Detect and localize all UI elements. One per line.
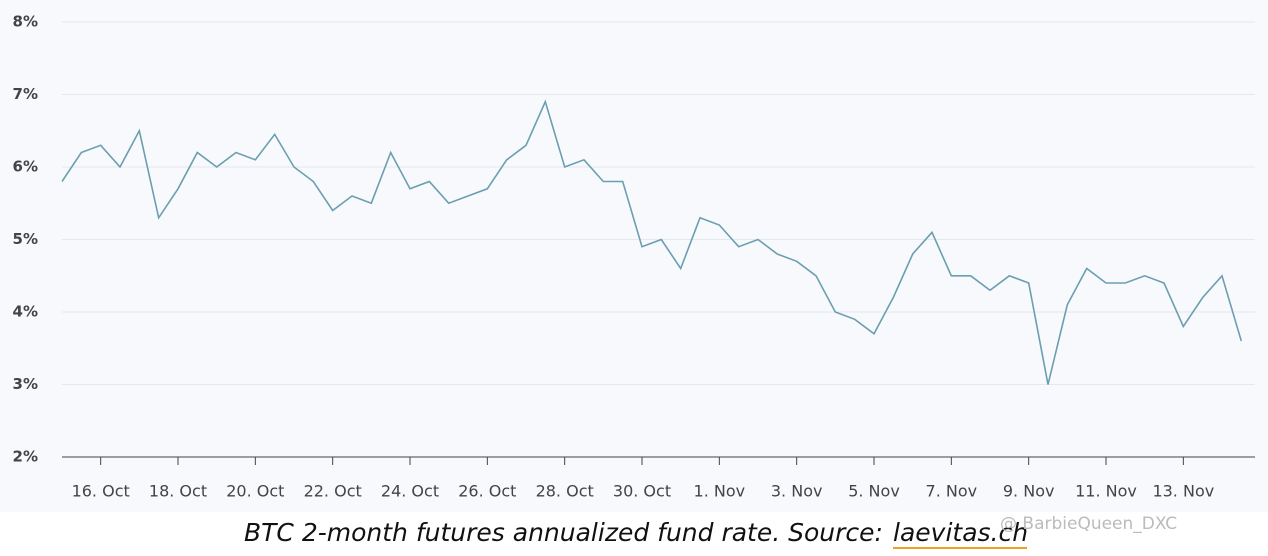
x-tick-label: 5. Nov xyxy=(848,482,900,501)
x-tick-label: 20. Oct xyxy=(226,482,284,501)
x-tick-label: 22. Oct xyxy=(304,482,362,501)
x-tick-label: 3. Nov xyxy=(771,482,823,501)
y-tick-label: 5% xyxy=(13,230,38,248)
x-tick-label: 9. Nov xyxy=(1003,482,1055,501)
x-tick-label: 26. Oct xyxy=(458,482,516,501)
x-tick-label: 18. Oct xyxy=(149,482,207,501)
caption: BTC 2-month futures annualized fund rate… xyxy=(244,518,883,547)
x-tick-label: 7. Nov xyxy=(926,482,978,501)
x-tick-label: 28. Oct xyxy=(536,482,594,501)
y-tick-label: 4% xyxy=(13,303,38,321)
y-tick-label: 6% xyxy=(13,158,38,176)
y-tick-label: 2% xyxy=(13,448,38,466)
plot-background xyxy=(0,0,1268,512)
y-tick-label: 7% xyxy=(13,85,38,103)
line xyxy=(61,99,1243,385)
source-link[interactable]: laevitas.ch xyxy=(893,518,1028,547)
y-tick-label: 8% xyxy=(13,13,38,31)
watermark: @ BarbieQueen_DXC xyxy=(1000,514,1177,534)
x-tick-label: 16. Oct xyxy=(72,482,130,501)
x-tick-label: 13. Nov xyxy=(1152,482,1214,501)
x-tick-label: 24. Oct xyxy=(381,482,439,501)
x-tick-label: 1. Nov xyxy=(694,482,746,501)
x-tick-label: 11. Nov xyxy=(1075,482,1137,501)
x-tick-label: 30. Oct xyxy=(613,482,671,501)
y-tick-label: 3% xyxy=(13,375,38,393)
